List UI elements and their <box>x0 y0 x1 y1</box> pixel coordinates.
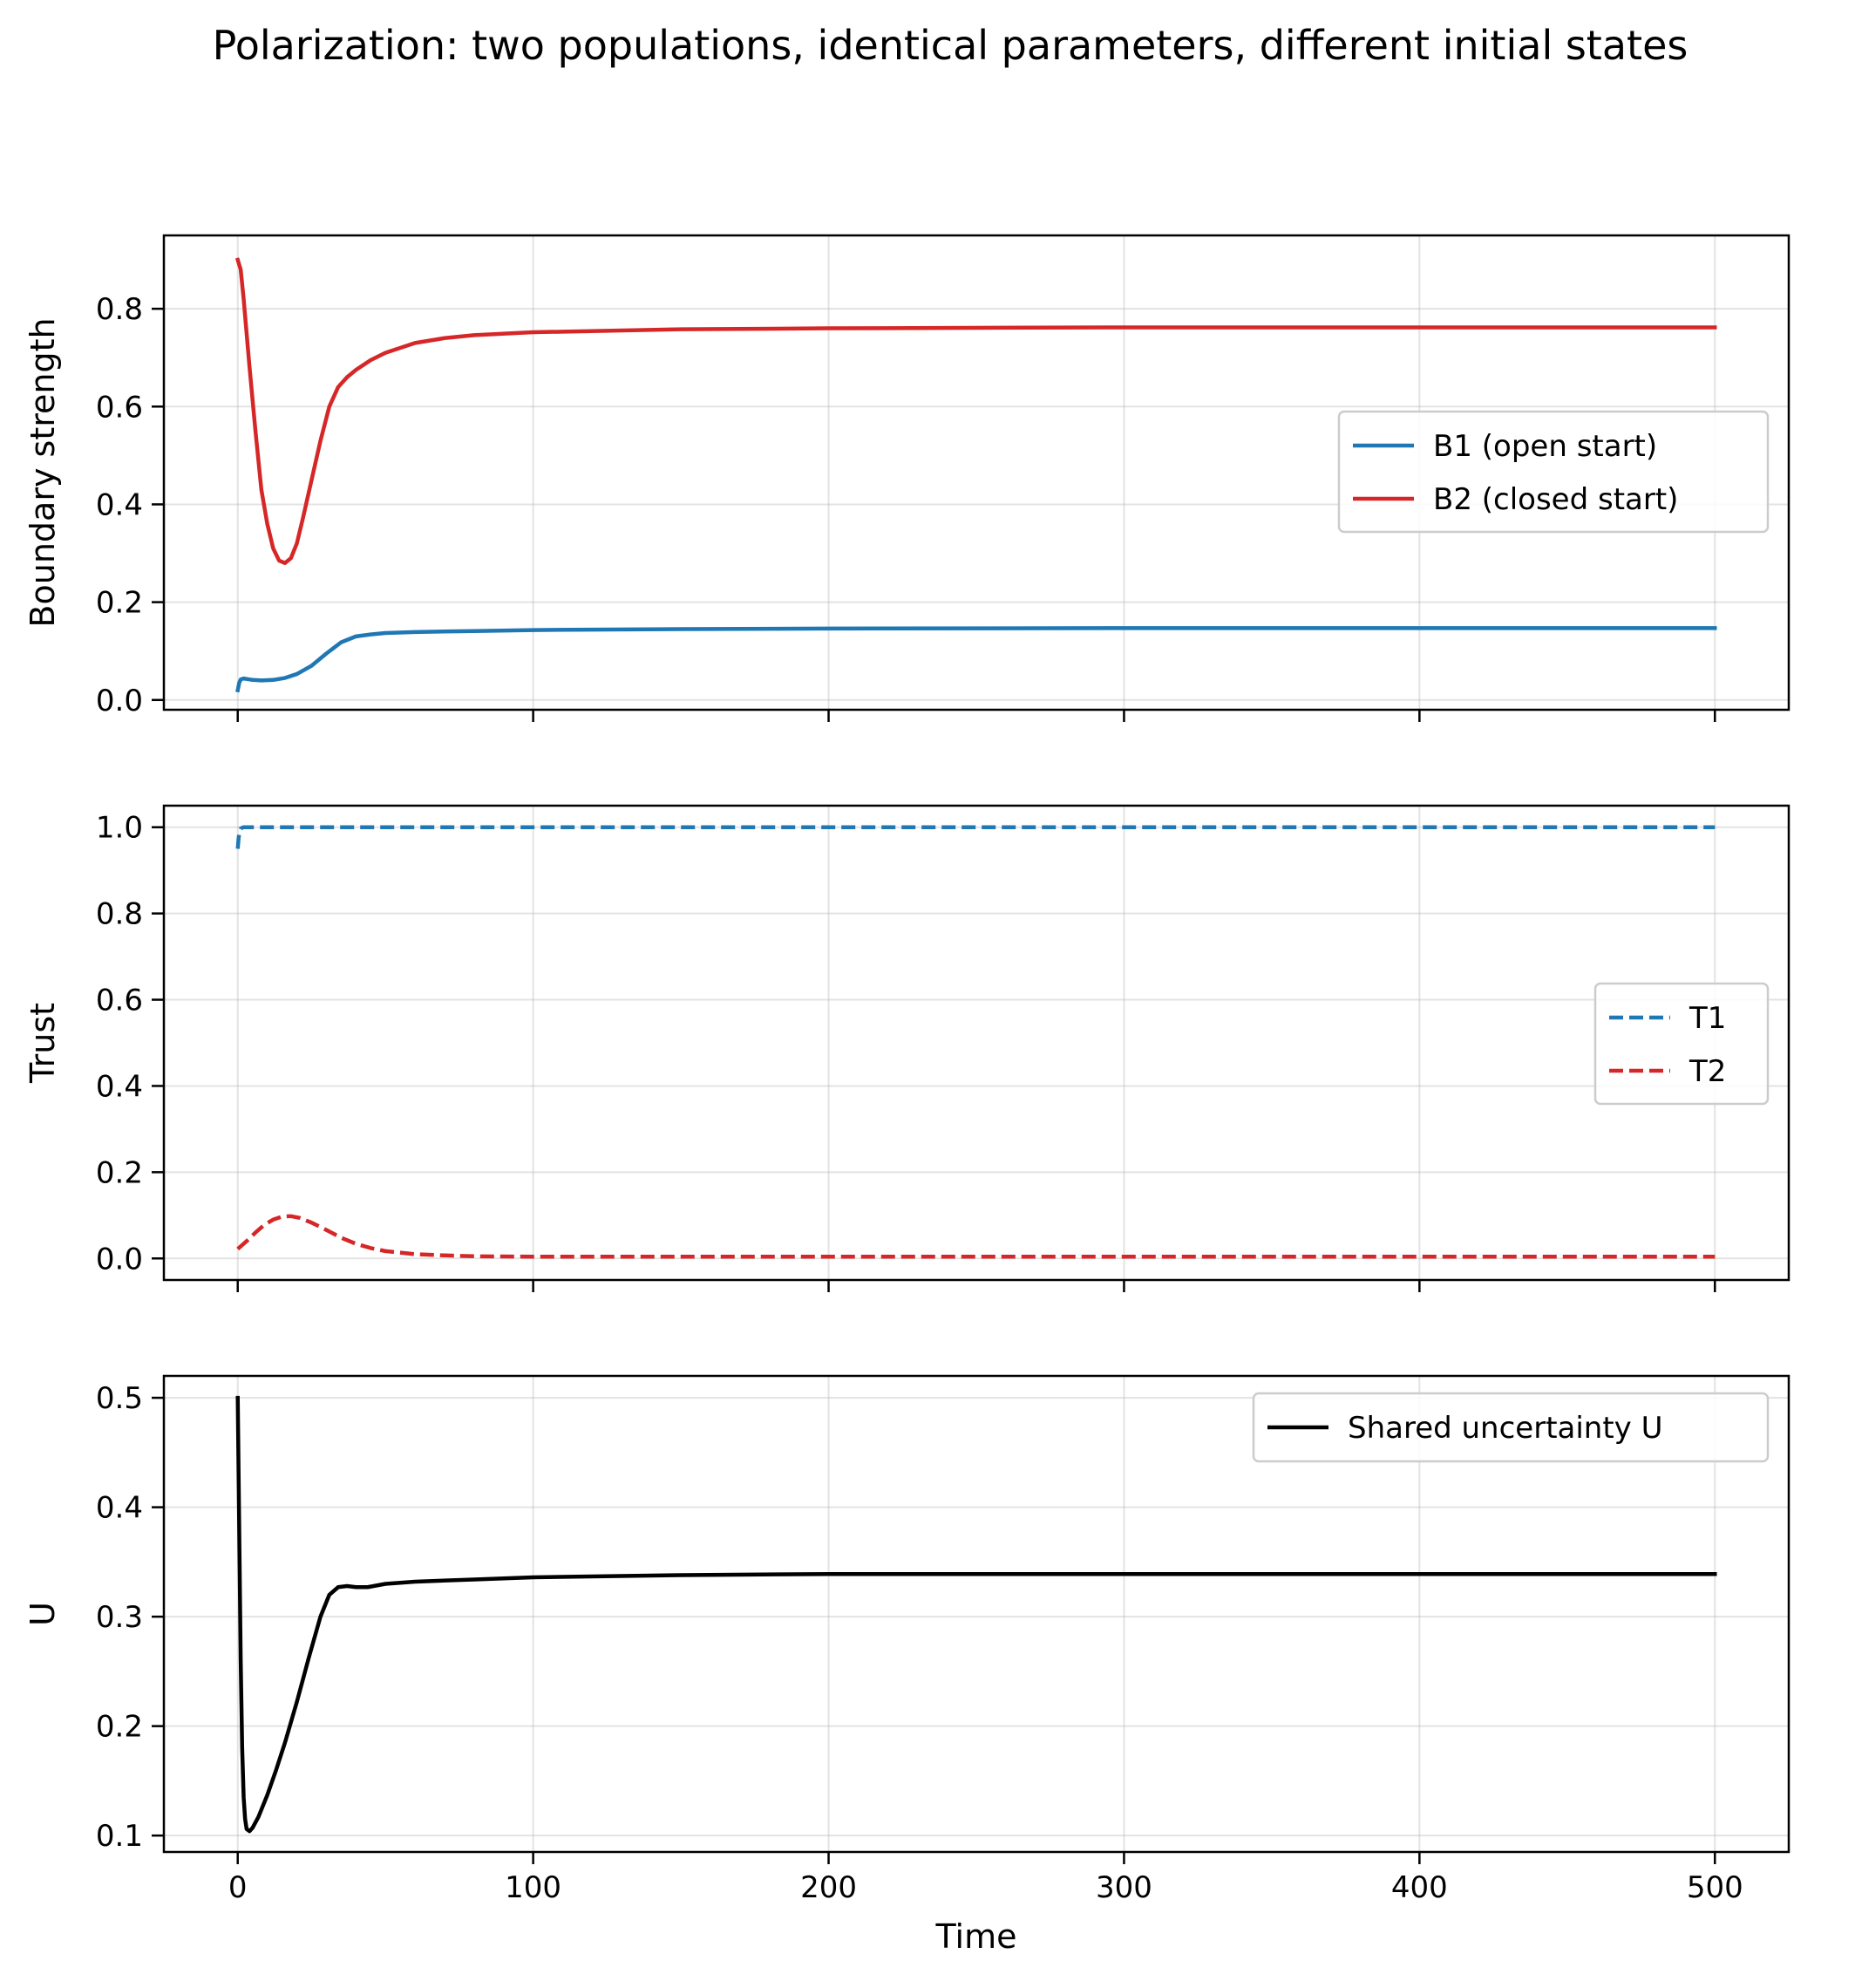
legend: Shared uncertainty U <box>1252 1392 1770 1463</box>
y-tick-label: 0.2 <box>96 1710 143 1745</box>
legend-entry-label: B1 (open start) <box>1433 429 1657 464</box>
legend: B1 (open start) B2 (closed start) <box>1337 410 1770 534</box>
y-tick-label: 0.6 <box>96 984 143 1018</box>
y-tick-label: 0.1 <box>96 1819 143 1854</box>
legend-entry-label: T1 <box>1689 1001 1726 1036</box>
plot-frame <box>162 804 1790 1282</box>
series-line-1 <box>235 626 1717 693</box>
grid <box>164 806 1789 1280</box>
y-tick-label: 0.4 <box>96 1069 143 1104</box>
x-tick-label: 300 <box>1096 1870 1152 1905</box>
y-tick-label: 0.2 <box>96 1155 143 1190</box>
legend: T1 T2 <box>1593 982 1770 1106</box>
y-tick-label: 0.0 <box>96 1242 143 1277</box>
legend-entry-label: Shared uncertainty U <box>1348 1411 1663 1446</box>
subplots: 0.0 0.2 0.4 0.6 0.8 Boundary strength B1 (open… <box>24 234 1790 1956</box>
legend-entry-label: B2 (closed start) <box>1433 482 1678 517</box>
x-tick-label: 400 <box>1391 1870 1448 1905</box>
series-line-2 <box>236 1214 1716 1259</box>
y-tick-label: 0.6 <box>96 390 143 425</box>
subplot-2: 0.0 0.2 0.4 0.6 0.8 1.0 Trust T1 T2 <box>24 804 1790 1292</box>
y-tick-label: 0.4 <box>96 487 143 522</box>
y-axis-label: Boundary strength <box>24 317 62 627</box>
legend-frame <box>1337 410 1770 534</box>
subplot-1: 0.0 0.2 0.4 0.6 0.8 Boundary strength B1 (open… <box>24 234 1790 722</box>
subplot-3: 0 100 200 300 400 500 0.1 0.2 0.3 0.4 0.5 U Time Shar… <box>24 1374 1790 1956</box>
y-axis-label: U <box>24 1602 62 1626</box>
legend-frame <box>1252 1392 1770 1463</box>
x-tick-label: 500 <box>1687 1870 1743 1905</box>
x-tick-label: 0 <box>228 1870 248 1905</box>
plot-frame <box>162 234 1790 711</box>
figure-title: Polarization: two populations, identical… <box>213 22 1689 69</box>
y-tick-label: 0.2 <box>96 586 143 621</box>
y-tick-label: 1.0 <box>96 811 143 846</box>
series-line-2 <box>234 257 1717 565</box>
y-axis-label: Trust <box>24 1003 62 1084</box>
series-line-1 <box>235 1395 1717 1834</box>
x-tick-label: 200 <box>800 1870 857 1905</box>
y-tick-label: 0.3 <box>96 1600 143 1635</box>
legend-entry-label: T2 <box>1689 1054 1726 1089</box>
y-tick-label: 0.0 <box>96 684 143 718</box>
plot-frame <box>162 1374 1790 1854</box>
y-tick-label: 0.8 <box>96 897 143 932</box>
legend-frame <box>1593 982 1770 1106</box>
y-tick-label: 0.5 <box>96 1381 143 1416</box>
y-tick-label: 0.4 <box>96 1491 143 1526</box>
x-tick-label: 100 <box>505 1870 561 1905</box>
y-tick-label: 0.8 <box>96 292 143 327</box>
series-line-1 <box>235 825 1716 849</box>
x-axis-label: Time <box>935 1917 1017 1956</box>
